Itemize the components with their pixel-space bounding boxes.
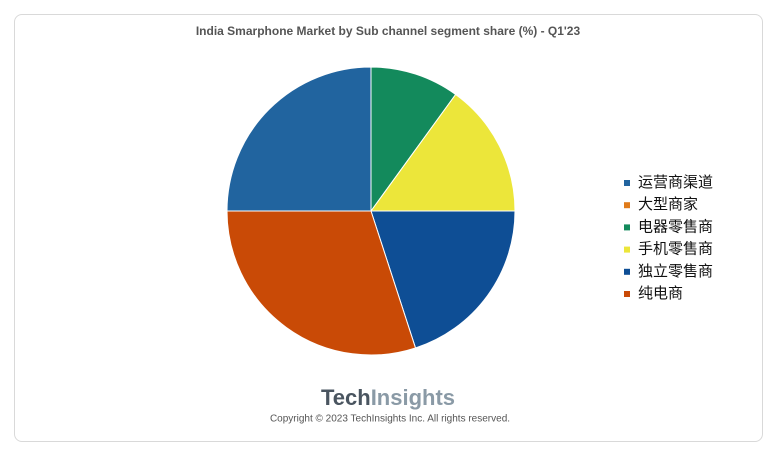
card xyxy=(14,14,763,442)
legend-label: 大型商家 xyxy=(638,196,698,213)
legend-label: 手机零售商 xyxy=(638,241,713,258)
legend-marker xyxy=(624,268,630,275)
chart-title: India Smarphone Market by Sub channel se… xyxy=(196,24,581,38)
legend-marker xyxy=(624,202,630,209)
legend-label: 运营商渠道 xyxy=(638,174,713,191)
pie-slice xyxy=(370,93,516,212)
legend-label: 纯电商 xyxy=(638,285,683,302)
pie-slice xyxy=(226,66,372,212)
pie-slice xyxy=(226,210,417,356)
legend-marker xyxy=(624,180,630,186)
legend-marker xyxy=(624,224,630,231)
legend-label: 独立零售商 xyxy=(638,263,713,280)
logo-suffix: Insights xyxy=(371,385,455,410)
pie-slice xyxy=(370,66,457,213)
legend-label: 电器零售商 xyxy=(638,218,713,235)
copyright: Copyright © 2023 TechInsights Inc. All r… xyxy=(270,414,510,425)
legend-marker xyxy=(624,246,630,253)
logo: TechInsights xyxy=(321,385,455,410)
legend-marker xyxy=(624,291,630,297)
pie-slice xyxy=(370,210,516,349)
logo-brand: Tech xyxy=(321,385,371,410)
